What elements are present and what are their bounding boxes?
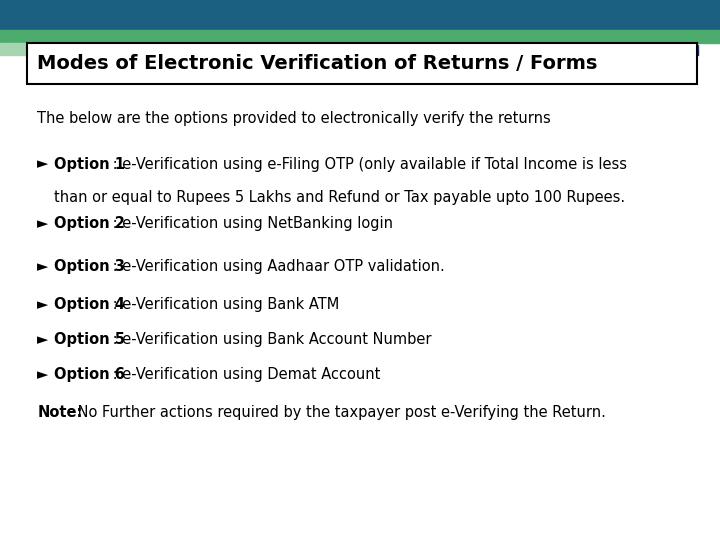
Text: Option 1: Option 1 — [54, 157, 125, 172]
Text: ►: ► — [37, 297, 49, 312]
Text: Note:: Note: — [37, 405, 83, 420]
Text: No Further actions required by the taxpayer post e-Verifying the Return.: No Further actions required by the taxpa… — [73, 405, 606, 420]
Text: ►: ► — [37, 157, 49, 172]
Text: : e-Verification using Bank ATM: : e-Verification using Bank ATM — [109, 297, 340, 312]
Text: ►: ► — [37, 259, 49, 274]
Text: : e-Verification using e-Filing OTP (only available if Total Income is less: : e-Verification using e-Filing OTP (onl… — [109, 157, 627, 172]
Text: : e-Verification using Aadhaar OTP validation.: : e-Verification using Aadhaar OTP valid… — [109, 259, 445, 274]
Text: than or equal to Rupees 5 Lakhs and Refund or Tax payable upto 100 Rupees.: than or equal to Rupees 5 Lakhs and Refu… — [54, 190, 625, 205]
Text: : e-Verification using Bank Account Number: : e-Verification using Bank Account Numb… — [109, 332, 432, 347]
Text: Option 6: Option 6 — [54, 367, 125, 382]
Text: Option 3: Option 3 — [54, 259, 125, 274]
Text: Modes of Electronic Verification of Returns / Forms: Modes of Electronic Verification of Retu… — [37, 54, 598, 73]
Text: Option 2: Option 2 — [54, 216, 125, 231]
Text: The below are the options provided to electronically verify the returns: The below are the options provided to el… — [37, 111, 552, 126]
Text: Option 4: Option 4 — [54, 297, 125, 312]
Text: ►: ► — [37, 367, 49, 382]
Text: ►: ► — [37, 216, 49, 231]
Text: Option 5: Option 5 — [54, 332, 125, 347]
Text: : e-Verification using Demat Account: : e-Verification using Demat Account — [109, 367, 381, 382]
Text: ►: ► — [37, 332, 49, 347]
Text: : e-Verification using NetBanking login: : e-Verification using NetBanking login — [109, 216, 393, 231]
